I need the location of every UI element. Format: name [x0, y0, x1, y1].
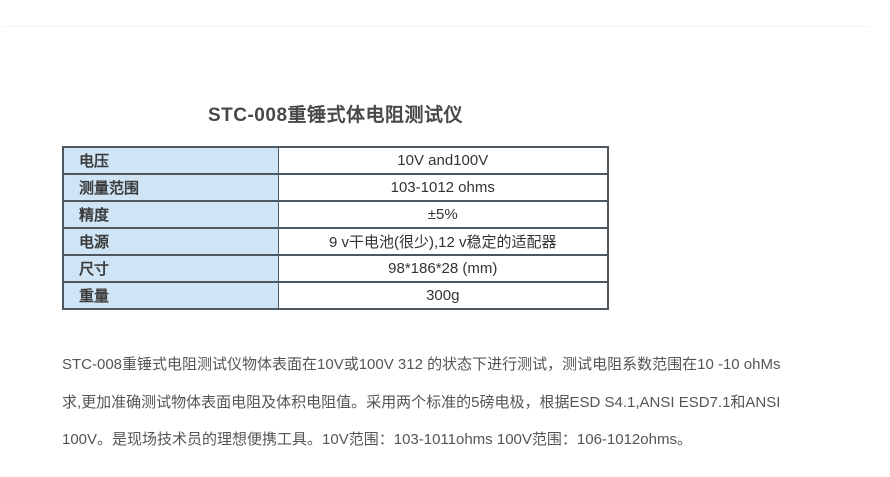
description-line: 100V。是现场技术员的理想便携工具。10V范围：103-1011ohms 10… — [62, 431, 692, 448]
spec-value-accuracy: ±5% — [277, 200, 609, 229]
table-row: 测量范围 103-1012 ohms — [62, 173, 609, 202]
spec-value-dimensions: 98*186*28 (mm) — [277, 254, 609, 283]
table-row: 尺寸 98*186*28 (mm) — [62, 254, 609, 283]
spec-label-weight: 重量 — [62, 281, 279, 310]
spec-value-weight: 300g — [277, 281, 609, 310]
spec-value-measure-range: 103-1012 ohms — [277, 173, 609, 202]
spec-table: 电压 10V and100V 测量范围 103-1012 ohms 精度 ±5%… — [62, 146, 609, 310]
spec-label-measure-range: 测量范围 — [62, 173, 279, 202]
spec-label-accuracy: 精度 — [62, 200, 279, 229]
spec-value-power: 9 v干电池(很少),12 v稳定的适配器 — [277, 227, 609, 256]
table-row: 重量 300g — [62, 281, 609, 310]
spec-label-power: 电源 — [62, 227, 279, 256]
spec-value-voltage: 10V and100V — [277, 146, 609, 175]
product-description: STC-008重锤式电阻测试仪物体表面在10V或100V 312 的状态下进行测… — [62, 346, 874, 459]
spec-label-voltage: 电压 — [62, 146, 279, 175]
table-row: 精度 ±5% — [62, 200, 609, 229]
description-line: STC-008重锤式电阻测试仪物体表面在10V或100V 312 的状态下进行测… — [62, 356, 781, 373]
spec-label-dimensions: 尺寸 — [62, 254, 279, 283]
table-row: 电源 9 v干电池(很少),12 v稳定的适配器 — [62, 227, 609, 256]
page-title: STC-008重锤式体电阻测试仪 — [207, 105, 464, 126]
top-divider — [3, 26, 868, 27]
table-row: 电压 10V and100V — [62, 146, 609, 175]
description-line: 求,更加准确测试物体表面电阻及体积电阻值。采用两个标准的5磅电极，根据ESD S… — [62, 393, 781, 411]
